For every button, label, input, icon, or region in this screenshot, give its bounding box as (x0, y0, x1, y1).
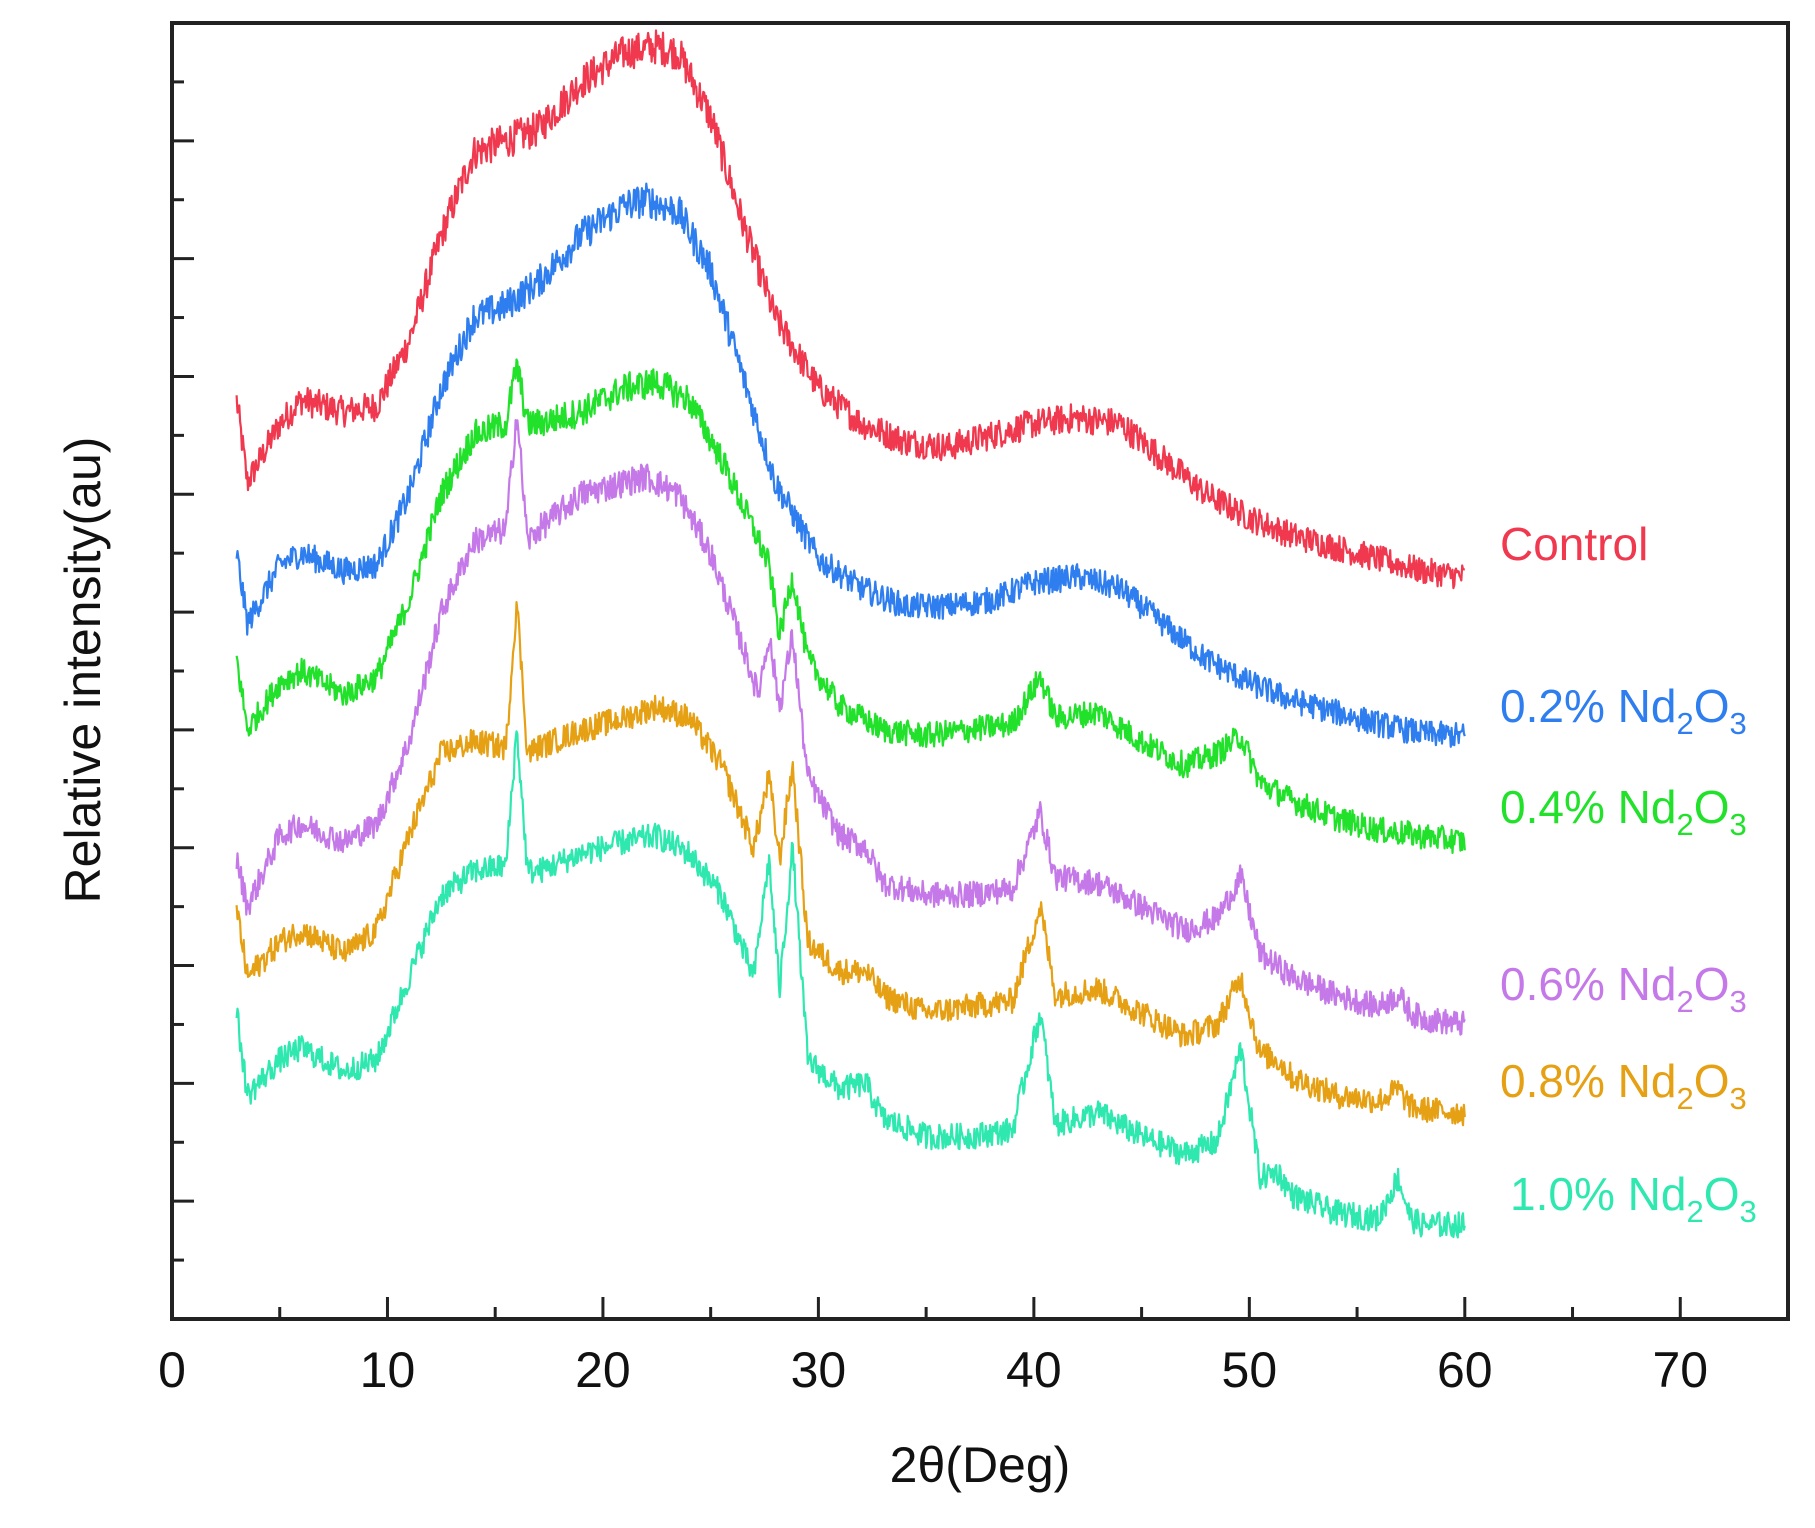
x-tick-label: 10 (360, 1342, 416, 1398)
series-line (235, 730, 1466, 1239)
legend-label: 0.8% Nd2O3 (1500, 1055, 1747, 1116)
y-axis-title: Relative intensity(au) (55, 437, 111, 904)
legend-labels: Control 0.2% Nd2O3 0.4% Nd2O3 0.6% Nd2O3 0.8… (1500, 518, 1757, 1229)
x-tick-label: 20 (575, 1342, 631, 1398)
x-tick-label: 50 (1222, 1342, 1278, 1398)
x-tick-label: 70 (1652, 1342, 1708, 1398)
legend-label: 0.4% Nd2O3 (1500, 781, 1747, 842)
series-layer (235, 29, 1466, 1239)
series-line (235, 182, 1466, 748)
x-tick-label: 60 (1437, 1342, 1493, 1398)
series-line (235, 419, 1466, 1036)
x-axis-title: 2θ(Deg) (890, 1437, 1071, 1493)
x-tick-label: 0 (158, 1342, 186, 1398)
x-axis-ticks: 0 10 20 30 40 50 60 70 (158, 1297, 1790, 1398)
legend-label: 0.6% Nd2O3 (1500, 958, 1747, 1019)
legend-label: Control (1500, 518, 1648, 570)
legend-label: 0.2% Nd2O3 (1500, 680, 1747, 741)
x-tick-label: 30 (791, 1342, 847, 1398)
series-line (235, 601, 1466, 1127)
x-tick-label: 40 (1006, 1342, 1062, 1398)
y-axis-ticks (172, 21, 194, 1321)
series-line (235, 29, 1465, 590)
legend-label: 1.0% Nd2O3 (1510, 1168, 1757, 1229)
series-line (235, 358, 1466, 854)
